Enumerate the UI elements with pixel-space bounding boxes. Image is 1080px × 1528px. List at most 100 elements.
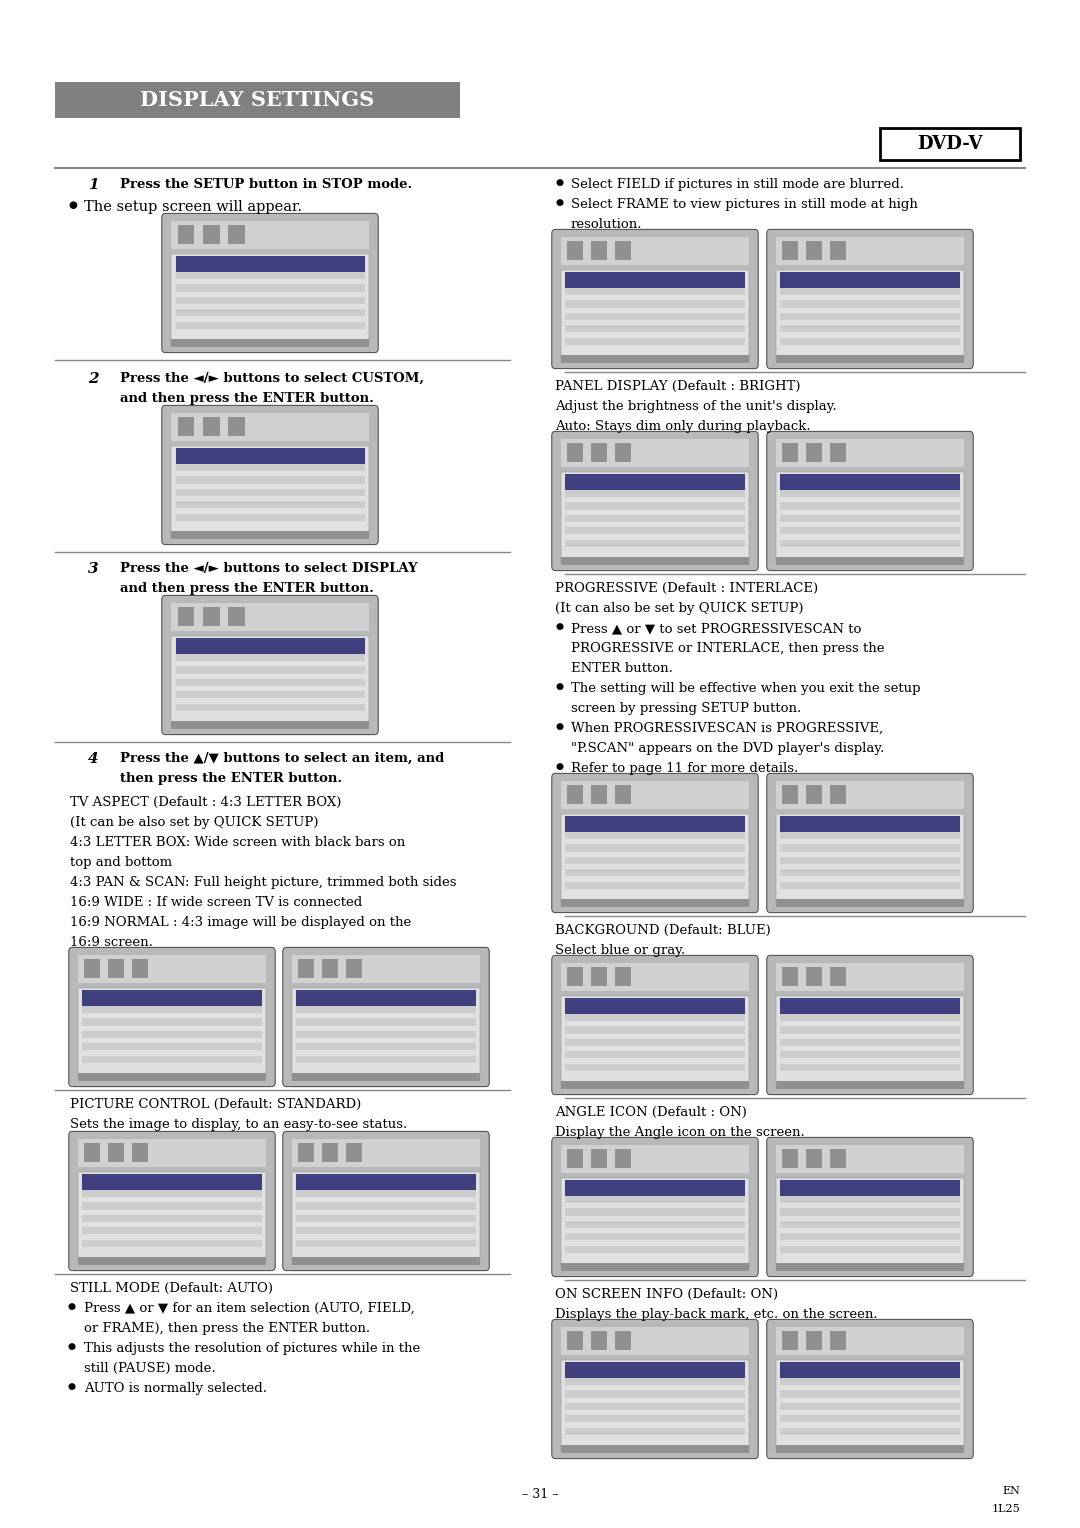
Bar bbox=[561, 1445, 750, 1453]
Bar bbox=[561, 781, 750, 810]
Text: EN: EN bbox=[1002, 1487, 1020, 1496]
Bar bbox=[565, 503, 745, 509]
Bar bbox=[565, 490, 745, 497]
Bar bbox=[561, 439, 750, 468]
Bar bbox=[565, 1180, 745, 1198]
FancyBboxPatch shape bbox=[767, 1137, 973, 1276]
Bar bbox=[565, 301, 745, 307]
Bar bbox=[777, 1178, 964, 1267]
Bar bbox=[831, 443, 846, 461]
Bar bbox=[561, 1264, 750, 1271]
Bar bbox=[296, 1019, 476, 1025]
Text: ●: ● bbox=[68, 1381, 76, 1390]
Bar bbox=[615, 1149, 631, 1167]
Bar bbox=[78, 1172, 266, 1261]
Bar bbox=[565, 325, 745, 332]
Bar bbox=[806, 241, 822, 260]
Bar bbox=[777, 1360, 964, 1449]
FancyBboxPatch shape bbox=[767, 431, 973, 570]
FancyBboxPatch shape bbox=[767, 955, 973, 1094]
Bar bbox=[780, 1427, 960, 1435]
Bar bbox=[780, 527, 960, 535]
Text: Press the ◄/► buttons to select CUSTOM,: Press the ◄/► buttons to select CUSTOM, bbox=[120, 371, 424, 385]
Bar bbox=[175, 501, 365, 509]
Bar bbox=[777, 963, 964, 992]
Bar bbox=[292, 1073, 480, 1080]
Bar bbox=[806, 1149, 822, 1167]
Bar bbox=[777, 354, 964, 362]
FancyBboxPatch shape bbox=[283, 1131, 489, 1271]
Bar bbox=[203, 417, 219, 435]
Bar bbox=[615, 443, 631, 461]
Bar bbox=[172, 530, 368, 539]
Bar bbox=[346, 960, 362, 978]
Text: ●: ● bbox=[555, 681, 563, 691]
Text: BACKGROUND (Default: BLUE): BACKGROUND (Default: BLUE) bbox=[555, 924, 771, 937]
Bar bbox=[561, 270, 750, 359]
Bar bbox=[561, 963, 750, 992]
Text: Refer to page 11 for more details.: Refer to page 11 for more details. bbox=[571, 762, 798, 775]
Bar bbox=[831, 241, 846, 260]
Bar bbox=[565, 869, 745, 876]
Text: This adjusts the resolution of pictures while in the: This adjusts the resolution of pictures … bbox=[84, 1342, 420, 1355]
Bar bbox=[591, 443, 607, 461]
Bar bbox=[615, 241, 631, 260]
Bar bbox=[292, 989, 480, 1077]
Bar bbox=[172, 602, 368, 631]
Bar bbox=[567, 1149, 583, 1167]
Bar bbox=[175, 284, 365, 292]
Bar bbox=[780, 1063, 960, 1071]
Text: Auto: Stays dim only during playback.: Auto: Stays dim only during playback. bbox=[555, 420, 811, 432]
FancyBboxPatch shape bbox=[283, 947, 489, 1086]
Text: ●: ● bbox=[555, 199, 563, 206]
Text: (It can also be set by QUICK SETUP): (It can also be set by QUICK SETUP) bbox=[555, 602, 804, 614]
Bar bbox=[565, 1415, 745, 1423]
Bar bbox=[175, 703, 365, 711]
Bar bbox=[561, 1326, 750, 1355]
Bar bbox=[780, 1051, 960, 1059]
Bar bbox=[777, 1144, 964, 1174]
Bar bbox=[777, 781, 964, 810]
Text: ●: ● bbox=[68, 200, 77, 209]
Text: then press the ENTER button.: then press the ENTER button. bbox=[120, 772, 342, 785]
Text: ●: ● bbox=[555, 723, 563, 730]
Bar bbox=[296, 1203, 476, 1210]
Text: ON SCREEN INFO (Default: ON): ON SCREEN INFO (Default: ON) bbox=[555, 1288, 778, 1300]
Bar bbox=[565, 1051, 745, 1059]
Bar bbox=[108, 1143, 124, 1161]
Bar bbox=[561, 237, 750, 266]
Bar bbox=[777, 1080, 964, 1088]
Bar bbox=[780, 1221, 960, 1229]
Bar bbox=[298, 960, 314, 978]
Bar bbox=[565, 1378, 745, 1386]
Bar bbox=[565, 833, 745, 839]
Text: The setting will be effective when you exit the setup: The setting will be effective when you e… bbox=[571, 681, 920, 695]
Bar bbox=[782, 785, 798, 804]
Bar bbox=[565, 857, 745, 863]
Bar bbox=[108, 960, 124, 978]
Text: and then press the ENTER button.: and then press the ENTER button. bbox=[120, 393, 374, 405]
Bar bbox=[172, 220, 368, 249]
Bar bbox=[565, 1196, 745, 1203]
Text: TV ASPECT (Default : 4:3 LETTER BOX): TV ASPECT (Default : 4:3 LETTER BOX) bbox=[70, 796, 341, 808]
Text: PANEL DISPLAY (Default : BRIGHT): PANEL DISPLAY (Default : BRIGHT) bbox=[555, 380, 800, 393]
Bar bbox=[565, 998, 745, 1016]
Bar bbox=[567, 443, 583, 461]
FancyBboxPatch shape bbox=[162, 405, 378, 544]
Text: Display the Angle icon on the screen.: Display the Angle icon on the screen. bbox=[555, 1126, 805, 1138]
Bar bbox=[172, 721, 368, 729]
Bar bbox=[175, 654, 365, 662]
Bar bbox=[175, 465, 365, 471]
Bar bbox=[831, 1331, 846, 1349]
Bar bbox=[565, 272, 745, 290]
Text: Select blue or gray.: Select blue or gray. bbox=[555, 944, 685, 957]
Bar bbox=[567, 241, 583, 260]
Bar bbox=[591, 785, 607, 804]
Bar bbox=[565, 1027, 745, 1033]
Bar bbox=[84, 1143, 100, 1161]
Bar bbox=[777, 439, 964, 468]
FancyBboxPatch shape bbox=[767, 773, 973, 912]
Bar bbox=[175, 448, 365, 466]
Text: still (PAUSE) mode.: still (PAUSE) mode. bbox=[84, 1361, 216, 1375]
Bar bbox=[565, 845, 745, 851]
